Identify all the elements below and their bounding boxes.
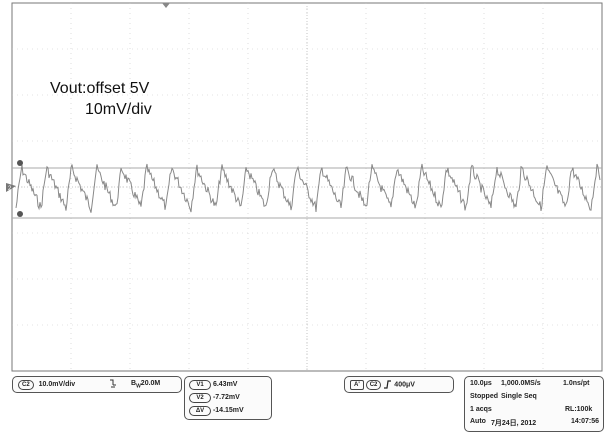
time: 14:07:56 [571,418,600,425]
bandwidth-value: 20.0M [140,380,161,387]
channel-badge: C2 [18,380,34,390]
cursor-readout-box[interactable]: V1 6.43mV V2 -7.72mV ΔV -14.15mV [184,376,272,420]
acquisition-count: 1 acqs [470,406,492,413]
trigger-info-box[interactable]: A' C2 400μV [344,376,454,393]
timebase: 10.0μs [470,380,492,387]
annotation-offset: Vout:offset 5V [50,80,150,97]
cursor-v2-value: -7.72mV [212,394,240,401]
trigger-level: 400μV [394,381,415,389]
cursor-v1-value: 6.43mV [212,381,238,388]
vertical-scale: 10.0mV/div [38,381,76,388]
trigger-position-marker[interactable] [162,3,170,8]
probe-icon [110,379,116,388]
trigger-mode-badge: A' [350,380,364,391]
date: 7月24日, 2012 [491,420,537,427]
cursor-delta-value: -14.15mV [212,407,244,414]
trigger-mode: Auto [470,418,486,425]
trigger-channel-badge: C2 [365,380,382,391]
acquisition-mode: Single Seq [501,393,537,400]
bandwidth-subscript: W [136,383,141,390]
cursor-delta-label: ΔV [189,406,211,416]
acquisition-info-box[interactable]: 10.0μs 1,000.0MS/s 1.0ns/pt Stopped Sing… [464,376,604,432]
acquisition-state: Stopped [470,393,498,400]
waveform-trace [15,163,601,213]
svg-text:2: 2 [8,186,12,192]
ref-marker-1 [17,160,23,166]
record-length: RL:100k [565,406,593,413]
cursor-v1-label: V1 [189,380,211,390]
channel-info-box[interactable]: C2 10.0mV/div BW20.0M [12,376,182,393]
ref-marker-2[interactable]: 2 [6,183,16,192]
annotation-scale: 10mV/div [85,101,152,118]
cursor-v2-label: V2 [189,393,211,403]
bandwidth-limit-icon: B [131,380,137,387]
cursor-lines [12,167,602,219]
rising-edge-icon [384,380,392,389]
time-resolution: 1.0ns/pt [563,380,590,387]
ref-marker-3 [17,211,23,217]
sample-rate: 1,000.0MS/s [501,380,541,387]
